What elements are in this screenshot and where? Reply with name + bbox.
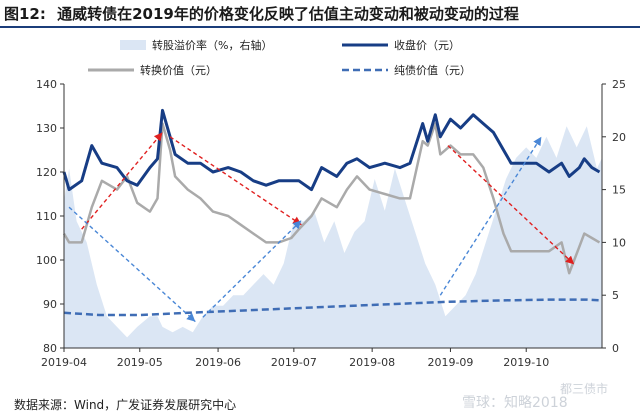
- premium-area: [64, 126, 602, 348]
- right-tick-label: 20: [612, 131, 626, 144]
- right-tick-label: 25: [612, 78, 626, 91]
- left-tick-label: 130: [36, 122, 57, 135]
- left-tick-label: 80: [43, 342, 57, 355]
- chart: 80 90 100 110 120 130 140 0 5 10 15 20 25 2019-04 2019…: [36, 38, 626, 369]
- legend-label-conversion: 转换价值（元）: [140, 63, 217, 77]
- legend-label-premium: 转股溢价率（%，右轴）: [152, 38, 272, 52]
- figure-title-text: 通威转债在2019年的价格变化反映了估值主动变动和被动变动的过程: [57, 5, 519, 23]
- x-tick-label: 2019-07: [271, 356, 317, 369]
- red-trend-arrow-1: [81, 131, 164, 230]
- close-price-line: [62, 108, 601, 192]
- x-tick-label: 2019-08: [349, 356, 395, 369]
- blue-trend-arrow-4: [68, 206, 196, 323]
- watermark-xueqiu: 雪球：知略2018: [462, 395, 568, 411]
- left-tick-label: 120: [36, 166, 57, 179]
- x-tick-label: 2019-09: [427, 356, 473, 369]
- left-tick-label: 110: [36, 210, 57, 223]
- legend-label-close: 收盘价（元）: [394, 38, 460, 52]
- source-note: 数据来源：Wind，广发证券发展研究中心: [14, 396, 236, 413]
- source-label: 数据来源：: [14, 398, 75, 412]
- legend-label-bond: 纯债价值（元）: [394, 63, 471, 77]
- red-trend-arrow-3: [447, 145, 575, 265]
- x-tick-label: 2019-10: [503, 356, 549, 369]
- right-tick-label: 0: [612, 342, 619, 355]
- watermark-channel: 都三债市: [560, 382, 609, 396]
- red-trend-arrow-2: [169, 136, 302, 226]
- legend-swatch-premium: [120, 40, 146, 50]
- right-tick-label: 5: [612, 289, 619, 302]
- left-tick-label: 140: [36, 78, 57, 91]
- blue-trend-arrow-5: [202, 219, 302, 318]
- source-text: Wind，广发证券发展研究中心: [74, 398, 237, 412]
- conversion-value-line: [62, 122, 601, 275]
- bond-value-line: [63, 298, 603, 317]
- figure-number: 图12:: [4, 5, 46, 23]
- figure-title: 图12: 通威转债在2019年的价格变化反映了估值主动变动和被动变动的过程: [0, 0, 640, 28]
- right-tick-label: 15: [612, 184, 626, 197]
- x-tick-label: 2019-06: [195, 356, 241, 369]
- x-tick-label: 2019-04: [41, 356, 87, 369]
- legend: 转股溢价率（%，右轴） 收盘价（元） 转换价值（元） 纯债价值（元）: [88, 38, 471, 77]
- left-tick-label: 100: [36, 254, 57, 267]
- left-tick-label: 90: [43, 298, 57, 311]
- x-tick-label: 2019-05: [117, 356, 163, 369]
- blue-trend-arrow-6: [439, 136, 542, 296]
- right-tick-label: 10: [612, 236, 626, 249]
